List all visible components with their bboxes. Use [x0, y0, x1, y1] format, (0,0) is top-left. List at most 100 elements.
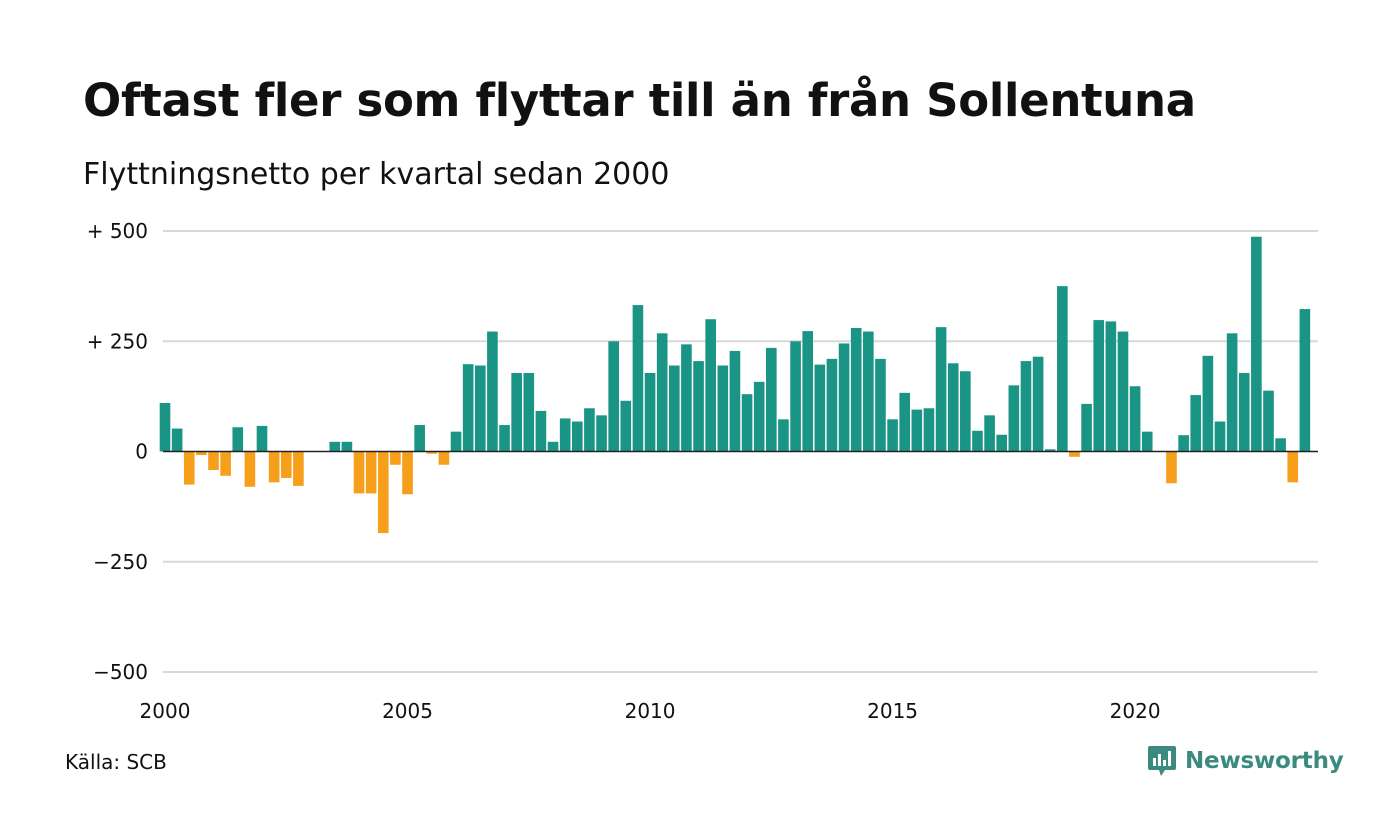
bar — [280, 451, 292, 478]
bar — [972, 430, 983, 452]
chart-subtitle: Flyttningsnetto per kvartal sedan 2000 — [83, 157, 670, 192]
x-tick-label: 2005 — [382, 699, 433, 723]
bar — [329, 441, 341, 452]
bar — [729, 350, 741, 452]
bar — [620, 400, 632, 452]
bar — [802, 331, 814, 452]
y-tick-label: −250 — [93, 550, 148, 574]
bar — [183, 451, 195, 485]
bar — [947, 363, 959, 452]
bar — [693, 361, 704, 452]
bar — [1008, 385, 1020, 452]
bar — [208, 451, 219, 471]
bar — [1020, 361, 1032, 452]
bar — [571, 421, 583, 452]
bar — [414, 425, 425, 452]
x-axis-ticks: 2000 2005 2010 2015 2020 — [140, 699, 1161, 723]
bar — [1251, 236, 1262, 452]
bar — [1202, 355, 1214, 452]
chart-title: Oftast fler som flyttar till än från Sol… — [83, 74, 1196, 127]
bar — [1178, 435, 1189, 452]
bar — [159, 402, 171, 452]
bar — [984, 415, 995, 452]
bar — [1214, 421, 1226, 452]
bar — [668, 365, 680, 452]
bar — [474, 365, 486, 452]
newsworthy-logo-icon — [1148, 746, 1176, 776]
source-note: Källa: SCB — [65, 750, 167, 774]
bar — [535, 410, 547, 452]
bar — [341, 441, 353, 452]
bar — [1190, 395, 1202, 452]
bar — [778, 419, 789, 452]
bar — [1166, 451, 1177, 484]
bar — [559, 418, 571, 452]
x-tick-label: 2015 — [867, 699, 918, 723]
bar — [353, 451, 365, 494]
bar — [1117, 331, 1129, 452]
bar — [790, 341, 801, 452]
bar — [487, 331, 498, 452]
bar — [826, 358, 838, 452]
bar — [390, 451, 401, 465]
bar — [1044, 449, 1056, 452]
bar — [438, 451, 450, 465]
y-axis-ticks: + 500 + 250 0 −250 −500 — [87, 219, 148, 684]
bar — [462, 364, 474, 452]
y-tick-label: + 500 — [87, 219, 148, 243]
bar — [1057, 286, 1068, 452]
x-tick-label: 2000 — [140, 699, 191, 723]
bar — [875, 358, 886, 452]
bar-chart: + 500 + 250 0 −250 −500 2000 2005 2010 2015 2020 — [87, 219, 1318, 723]
bar — [450, 431, 462, 452]
bar — [244, 451, 256, 487]
bars — [159, 236, 1311, 534]
bar — [887, 419, 898, 452]
bar — [753, 381, 765, 452]
x-tick-label: 2020 — [1110, 699, 1161, 723]
bar — [899, 392, 911, 452]
bar — [377, 451, 389, 534]
bar — [1141, 431, 1153, 452]
y-tick-label: + 250 — [87, 329, 148, 353]
bar — [426, 451, 438, 454]
bar — [1069, 451, 1080, 457]
bar — [256, 425, 268, 452]
bar — [1105, 321, 1117, 452]
bar — [923, 408, 935, 452]
bar — [644, 373, 656, 452]
bar — [705, 319, 716, 452]
bar — [766, 347, 777, 452]
bar — [1299, 309, 1311, 452]
bar — [632, 305, 644, 452]
bar — [850, 328, 862, 452]
bar — [523, 373, 535, 452]
bar — [935, 327, 947, 452]
bar — [171, 428, 183, 452]
bar — [1287, 451, 1299, 483]
bar — [838, 343, 850, 452]
bar — [1129, 386, 1141, 452]
bar — [365, 451, 377, 494]
bar — [596, 415, 607, 452]
bar — [584, 408, 595, 452]
brand-name: Newsworthy — [1185, 748, 1344, 774]
brand-logo[interactable]: Newsworthy — [1147, 744, 1344, 778]
bar — [1238, 373, 1250, 452]
bar — [196, 451, 207, 456]
bar — [220, 451, 231, 476]
bar — [232, 427, 244, 452]
bar — [960, 371, 971, 452]
bar — [1263, 390, 1274, 452]
y-tick-label: −500 — [93, 660, 148, 684]
bar — [1093, 320, 1105, 452]
y-tick-label: 0 — [135, 440, 148, 464]
bar — [681, 344, 692, 452]
bar — [402, 451, 413, 495]
bar — [608, 341, 619, 452]
bar — [268, 451, 280, 483]
x-tick-label: 2010 — [625, 699, 676, 723]
bar — [1032, 356, 1044, 452]
bar — [293, 451, 304, 486]
bar — [717, 365, 729, 452]
